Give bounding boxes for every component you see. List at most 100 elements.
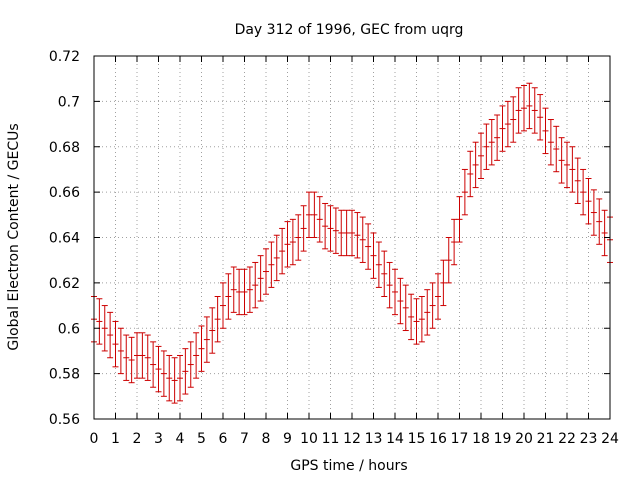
error-bar-point [392,268,398,316]
x-tick-label: 18 [472,431,490,447]
x-tick-label: 3 [154,431,163,447]
error-bar-point [289,218,296,266]
error-bar-point [515,87,522,134]
error-bar-point [435,273,441,320]
x-tick-label: 7 [240,431,249,447]
x-tick-label: 11 [322,431,340,447]
error-bar-point [263,248,269,295]
error-bar-point [564,141,570,189]
error-bar-point [171,357,178,404]
x-tick-label: 6 [219,431,228,447]
error-bar-point [359,216,366,263]
error-bar-point [128,336,135,384]
error-bar-point [365,223,372,270]
x-tick-label: 14 [386,431,404,447]
error-bar-point [284,221,291,268]
error-bar-point [295,214,302,261]
x-tick-labels: 0 1 2 3 4 5 6 7 8 9 10 11 12 13 14 15 16 17 18 19 20 21 22 23 24 [90,431,619,447]
error-bar-point [316,196,323,243]
error-bar-point [166,354,173,402]
x-tick-label: 9 [283,431,292,447]
error-bar-point [402,284,409,332]
error-bar-point [214,295,221,343]
y-tick-label: 0.64 [49,231,80,247]
x-axis-title: GPS time / hours [290,458,407,474]
y-tick-label: 0.56 [49,412,80,428]
x-tick-label: 13 [365,431,383,447]
y-tick-label: 0.66 [49,185,80,201]
error-bar-point [354,212,361,259]
y-axis-title: Global Electron Content / GECUs [6,123,22,350]
x-tick-label: 21 [537,431,555,447]
error-bar-point [370,232,377,279]
y-tick-label: 0.62 [49,276,80,292]
error-bar-point [451,218,458,266]
error-bar-point [236,268,243,316]
x-tick-label: 5 [197,431,206,447]
error-bar-point [338,209,345,257]
error-bar-point [96,298,103,345]
error-bar-point [531,87,538,134]
error-bar-point [590,189,597,236]
error-bar-point [101,305,108,352]
error-bar-point [478,132,484,180]
error-bar-point [381,250,388,297]
error-bar-point [112,320,119,368]
error-bar-point [418,295,425,343]
x-tick-label: 17 [451,431,469,447]
error-bar-point [349,209,355,257]
error-bar-point [300,205,307,252]
error-bar-point [107,311,114,359]
x-tick-label: 12 [343,431,361,447]
x-tick-label: 2 [133,431,142,447]
error-bar-point [461,168,468,216]
error-bar-point [574,157,581,204]
error-bar-point [510,96,517,143]
error-bar-point [601,209,608,257]
x-tick-label: 8 [262,431,271,447]
error-bar-point [488,119,495,166]
error-bar-point [187,341,194,388]
error-bar-point [472,141,479,189]
error-bar-point [257,255,264,302]
x-tick-label: 10 [300,431,318,447]
error-bar-point [193,332,200,379]
error-bar-point [144,334,151,381]
x-tick-label: 4 [176,431,185,447]
error-bar-point [467,150,474,198]
chart-title: Day 312 of 1996, GEC from uqrg [235,22,464,38]
error-bar-point [585,178,592,225]
error-bar-point [203,316,210,363]
x-tick-label: 16 [429,431,447,447]
y-tick-label: 0.68 [49,140,80,156]
error-bar-point [273,234,280,282]
error-bar-point [553,125,560,173]
error-bar-point [445,237,452,284]
error-bar-point [386,261,393,309]
error-bar-point [596,198,603,245]
error-bar-point [424,289,431,336]
x-tick-label: 0 [90,431,99,447]
error-bar-point [246,266,253,313]
error-bar-point [332,207,339,254]
error-bar-point [547,119,554,166]
error-bar-point [440,259,447,307]
y-tick-label: 0.6 [58,321,80,337]
error-bar-point [375,241,382,288]
error-bar-point [504,100,511,148]
error-bar-point [311,191,318,238]
error-bar-point [139,332,146,379]
x-tick-label: 1 [111,431,120,447]
error-bar-point [569,146,576,193]
error-bar-point [456,196,463,243]
y-tick-label: 0.58 [49,367,80,383]
error-bar-point [123,334,130,381]
error-bar-point [268,241,275,288]
error-bar-point [580,168,587,216]
error-bar-point [429,282,436,329]
y-tick-label: 0.72 [49,49,80,65]
error-bar-point [134,332,140,379]
error-bar-point [408,293,415,341]
error-bar-point [279,227,286,275]
error-bar-point [241,268,248,316]
